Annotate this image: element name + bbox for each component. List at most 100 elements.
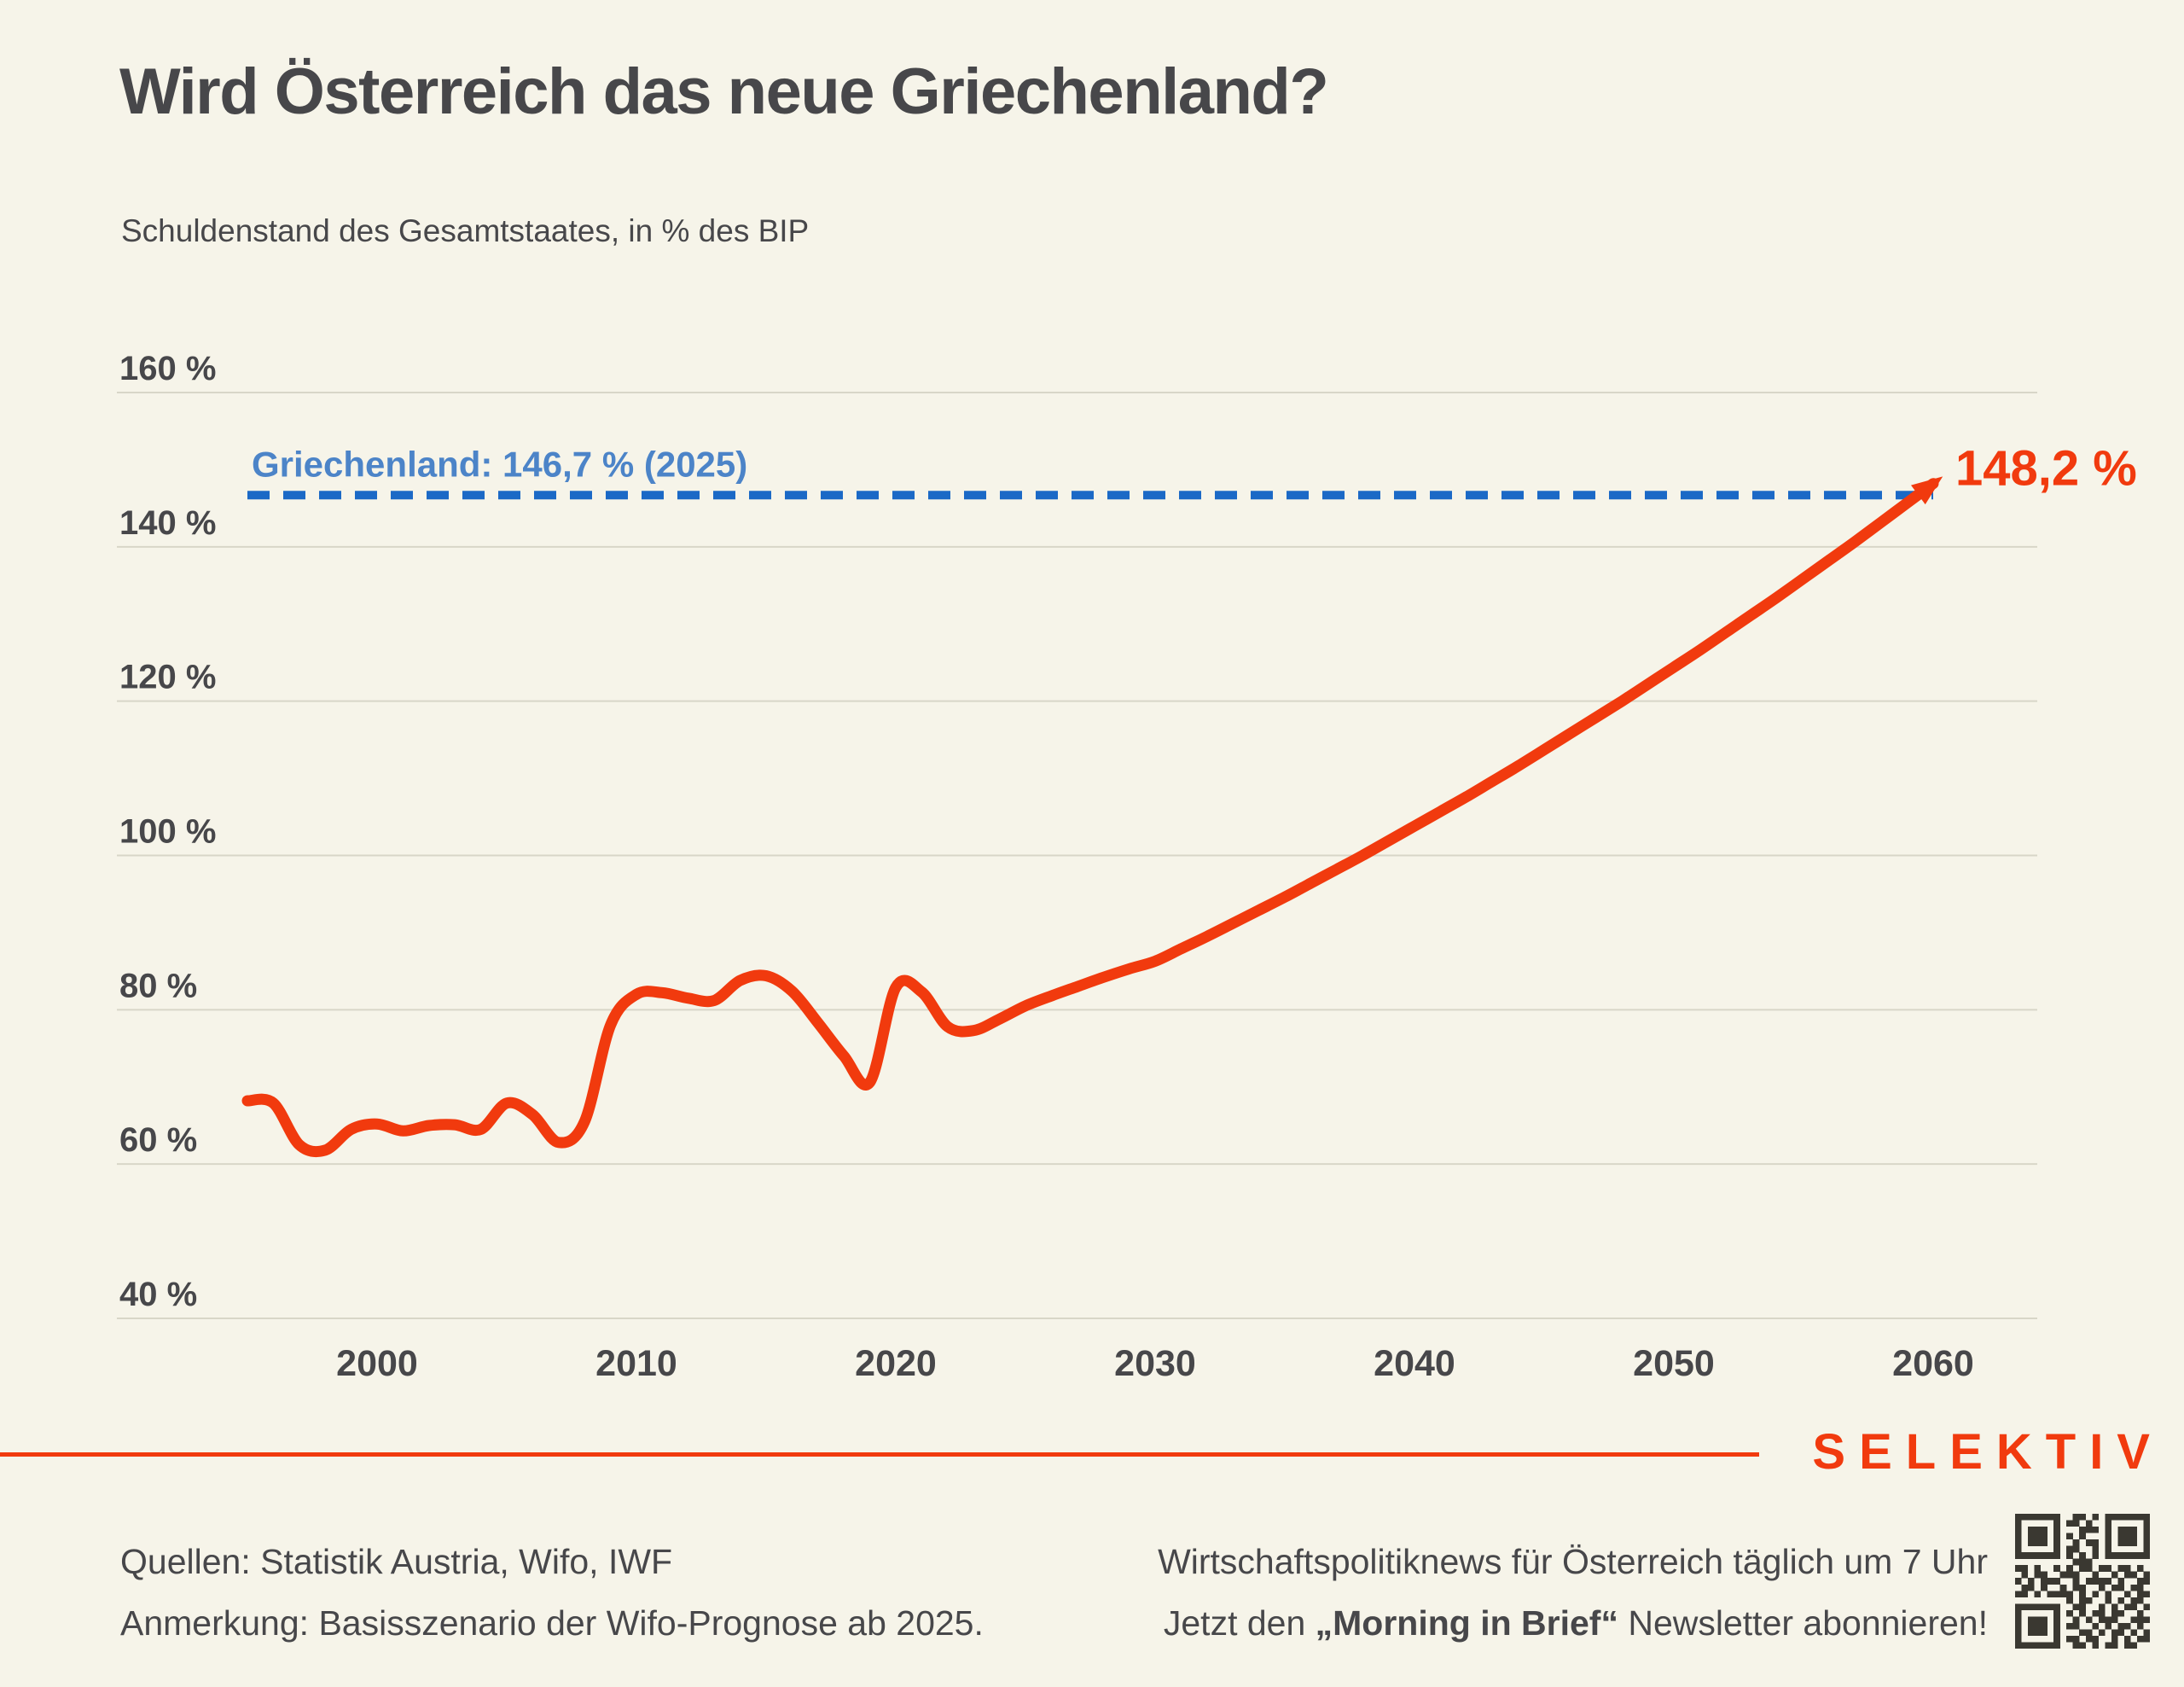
qr-module [2085,1616,2093,1624]
qr-module [2015,1533,2022,1540]
footer-divider-rule [0,1452,1759,1457]
qr-module [2117,1539,2125,1546]
qr-module [2034,1642,2042,1649]
qr-module [2098,1578,2106,1585]
qr-module [2079,1609,2086,1617]
qr-module [2105,1642,2111,1649]
debt-line-path [241,476,1943,1158]
qr-module [2117,1584,2125,1591]
brand-logo: SELEKTIV [1812,1424,2164,1480]
qr-module [2066,1520,2073,1527]
qr-module [2047,1603,2054,1610]
qr-module [2034,1565,2042,1572]
qr-module [2079,1565,2086,1572]
qr-module [2105,1539,2111,1546]
qr-module [2143,1514,2150,1521]
qr-module [2072,1635,2080,1643]
qr-module [2041,1584,2048,1591]
qr-module [2021,1571,2029,1579]
greece-reference: Griechenland: 146,7 % (2025) [247,444,1933,500]
gridlines [117,392,2037,1319]
qr-module [2111,1603,2118,1610]
qr-module [2136,1616,2144,1624]
qr-module [2117,1578,2125,1585]
qr-module [2015,1616,2022,1624]
qr-module [2098,1584,2106,1591]
qr-module [2136,1609,2144,1617]
qr-module [2041,1616,2048,1624]
axis-labels: 40 % 60 % 80 % 100 % 120 % 140 % 160 % 2000 2010… [119,350,1974,1384]
qr-module [2053,1578,2060,1585]
qr-module [2015,1609,2022,1617]
qr-module [2015,1520,2022,1527]
qr-module [2092,1552,2099,1559]
austria-debt-series [241,476,1943,1158]
ytick-label-60: 60 % [119,1121,197,1159]
qr-module [2072,1558,2080,1566]
qr-module [2072,1642,2080,1649]
sources-text: Quellen: Statistik Austria, Wifo, IWF [120,1542,673,1581]
qr-module [2143,1635,2150,1643]
qr-module [2111,1584,2118,1591]
qr-module [2092,1591,2099,1597]
qr-module [2015,1622,2022,1630]
qr-module [2034,1616,2042,1624]
qr-module [2015,1578,2022,1585]
qr-module [2079,1584,2086,1591]
xtick-label-2060: 2060 [1892,1343,1974,1384]
qr-module [2053,1629,2060,1637]
qr-module [2105,1578,2111,1585]
xtick-label-2020: 2020 [855,1343,937,1384]
qr-module [2130,1552,2138,1559]
qr-module [2136,1591,2144,1597]
qr-module [2034,1552,2042,1559]
qr-module [2136,1514,2144,1521]
qr-module [2015,1539,2022,1546]
qr-module [2079,1591,2086,1597]
qr-module [2085,1539,2093,1546]
qr-module [2143,1616,2150,1624]
qr-module [2072,1571,2080,1579]
qr-module [2111,1552,2118,1559]
qr-module [2021,1514,2029,1521]
qr-module [2072,1622,2080,1630]
qr-module [2105,1565,2111,1572]
qr-module [2111,1629,2118,1637]
qr-module [2034,1527,2042,1533]
qr-module [2072,1616,2080,1624]
qr-module [2066,1533,2073,1540]
qr-module [2015,1514,2022,1521]
qr-module [2143,1533,2150,1540]
qr-module [2130,1616,2138,1624]
qr-module [2034,1591,2042,1597]
qr-module [2085,1635,2093,1643]
qr-module [2015,1545,2022,1553]
qr-module [2053,1539,2060,1546]
qr-module [2028,1603,2035,1610]
qr-module [2085,1558,2093,1566]
qr-module [2111,1514,2118,1521]
qr-module [2136,1584,2144,1591]
qr-module [2143,1552,2150,1559]
qr-module [2059,1591,2067,1597]
qr-module [2111,1616,2118,1624]
qr-module [2041,1622,2048,1630]
qr-module [2034,1514,2042,1521]
qr-module [2136,1578,2144,1585]
qr-module [2015,1565,2022,1572]
qr-module [2136,1635,2144,1643]
qr-module [2136,1597,2144,1604]
qr-module [2053,1591,2060,1597]
qr-module [2105,1545,2111,1553]
qr-module [2072,1578,2080,1585]
qr-module [2072,1514,2080,1521]
qr-module [2053,1635,2060,1643]
qr-module [2079,1552,2086,1559]
qr-module [2085,1520,2093,1527]
qr-module [2136,1565,2144,1572]
qr-module [2105,1520,2111,1527]
qr-module [2123,1533,2131,1540]
qr-module [2123,1635,2131,1643]
qr-module [2130,1527,2138,1533]
qr-module [2041,1552,2048,1559]
